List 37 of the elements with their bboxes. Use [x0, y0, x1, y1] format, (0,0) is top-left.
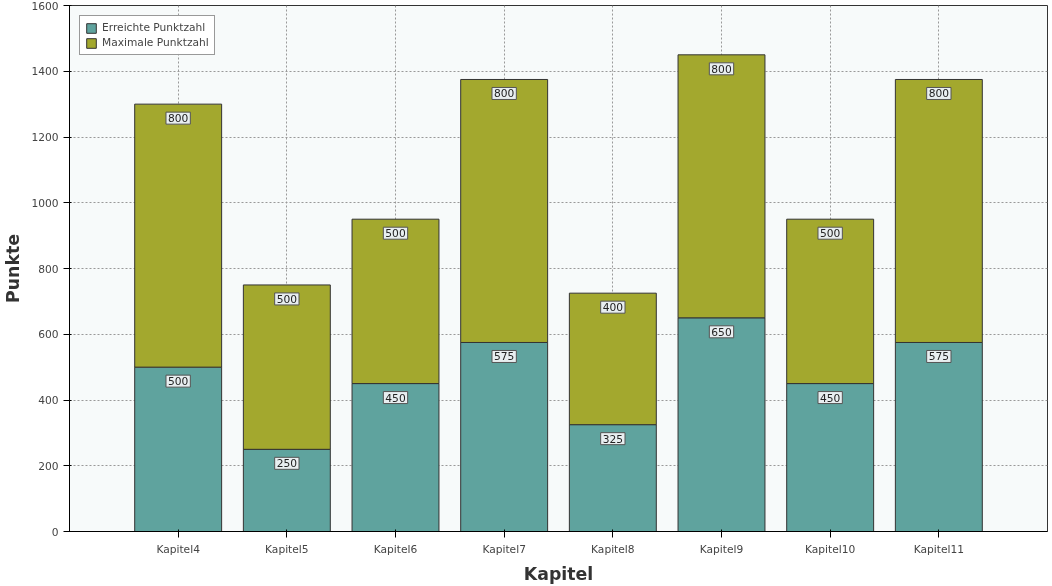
- data-label: 800: [928, 87, 950, 101]
- y-tick-label: 0: [51, 525, 59, 539]
- data-label: 800: [494, 87, 515, 101]
- data-label: 450: [820, 391, 841, 405]
- data-label: 800: [168, 112, 189, 126]
- y-tick-label: 1000: [31, 196, 59, 210]
- x-axis-title: Kapitel: [523, 563, 594, 584]
- x-tick-label: Kapitel5: [265, 542, 309, 556]
- data-label: 575: [928, 350, 950, 364]
- data-label: 500: [276, 292, 298, 306]
- x-tick-label: Kapitel6: [373, 542, 418, 556]
- data-label: 650: [711, 325, 732, 339]
- y-tick-label: 1600: [31, 0, 59, 13]
- data-label: 575: [494, 350, 515, 364]
- legend-label: Maximale Punktzahl: [102, 36, 209, 49]
- y-tick-label: 800: [38, 262, 59, 276]
- x-tick-label: Kapitel10: [805, 542, 856, 556]
- x-tick-label: Kapitel9: [699, 542, 744, 556]
- data-label: 500: [168, 375, 189, 389]
- y-tick-label: 200: [38, 459, 59, 473]
- legend-label: Erreichte Punktzahl: [102, 21, 206, 34]
- x-tick-label: Kapitel8: [591, 542, 635, 556]
- y-tick-label: 1400: [31, 65, 59, 79]
- data-label: 325: [602, 432, 624, 446]
- data-label: 450: [385, 391, 406, 405]
- y-tick-label: 600: [38, 328, 59, 342]
- x-tick-label: Kapitel4: [156, 542, 201, 556]
- data-label: 250: [276, 457, 298, 471]
- x-tick-label: Kapitel7: [482, 542, 526, 556]
- x-tick-label: Kapitel11: [913, 542, 964, 556]
- y-tick-label: 400: [38, 394, 59, 407]
- data-label: 400: [602, 301, 624, 315]
- data-label: 500: [820, 227, 841, 241]
- y-axis-title: Punkte: [3, 234, 24, 303]
- data-label: 800: [711, 62, 732, 76]
- y-tick-label: 1200: [31, 131, 59, 144]
- data-label: 500: [385, 227, 406, 241]
